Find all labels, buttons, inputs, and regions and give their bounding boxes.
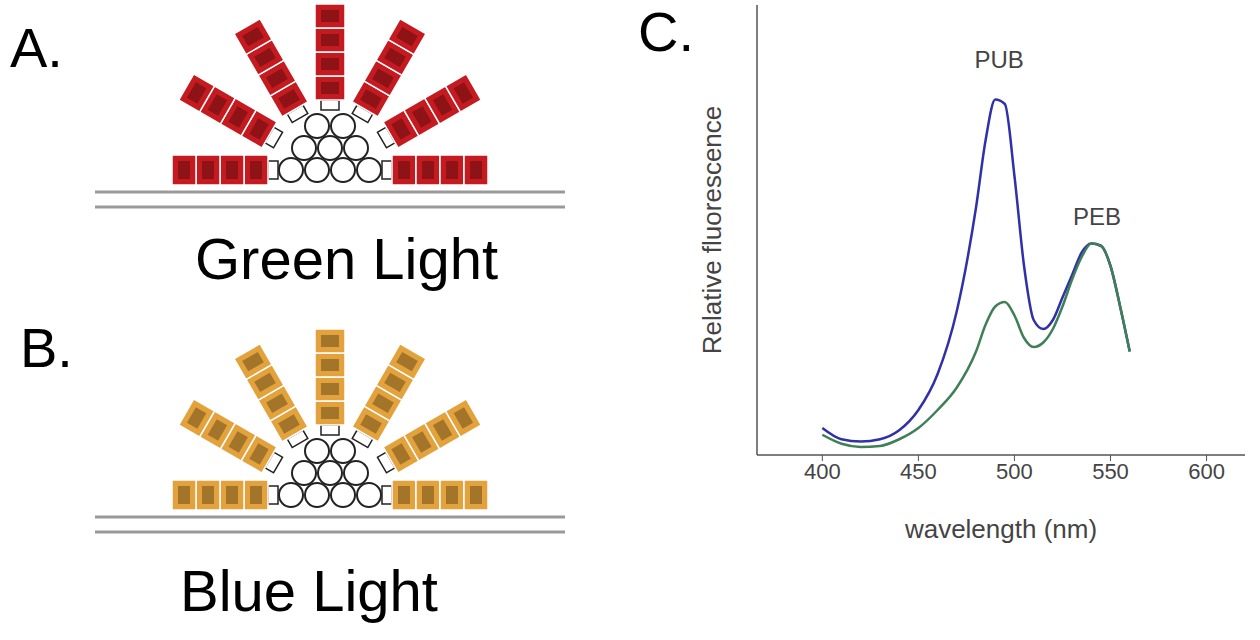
svg-text:450: 450	[900, 459, 937, 484]
svg-text:550: 550	[1092, 459, 1129, 484]
html-text:Green Light: Green Light	[195, 226, 499, 291]
html-text:B.: B.	[20, 316, 73, 379]
html-text:C.: C.	[638, 0, 694, 63]
svg-text:PUB: PUB	[974, 46, 1023, 73]
html-text:Blue Light: Blue Light	[180, 558, 438, 623]
svg-text:wavelength (nm): wavelength (nm)	[904, 514, 1097, 544]
svg-text:PEB: PEB	[1073, 203, 1121, 230]
svg-text:400: 400	[804, 459, 841, 484]
svg-text:600: 600	[1188, 459, 1225, 484]
svg-text:500: 500	[996, 459, 1033, 484]
svg-text:Relative fluorescence: Relative fluorescence	[697, 106, 727, 355]
html-text:A.: A.	[10, 16, 63, 79]
